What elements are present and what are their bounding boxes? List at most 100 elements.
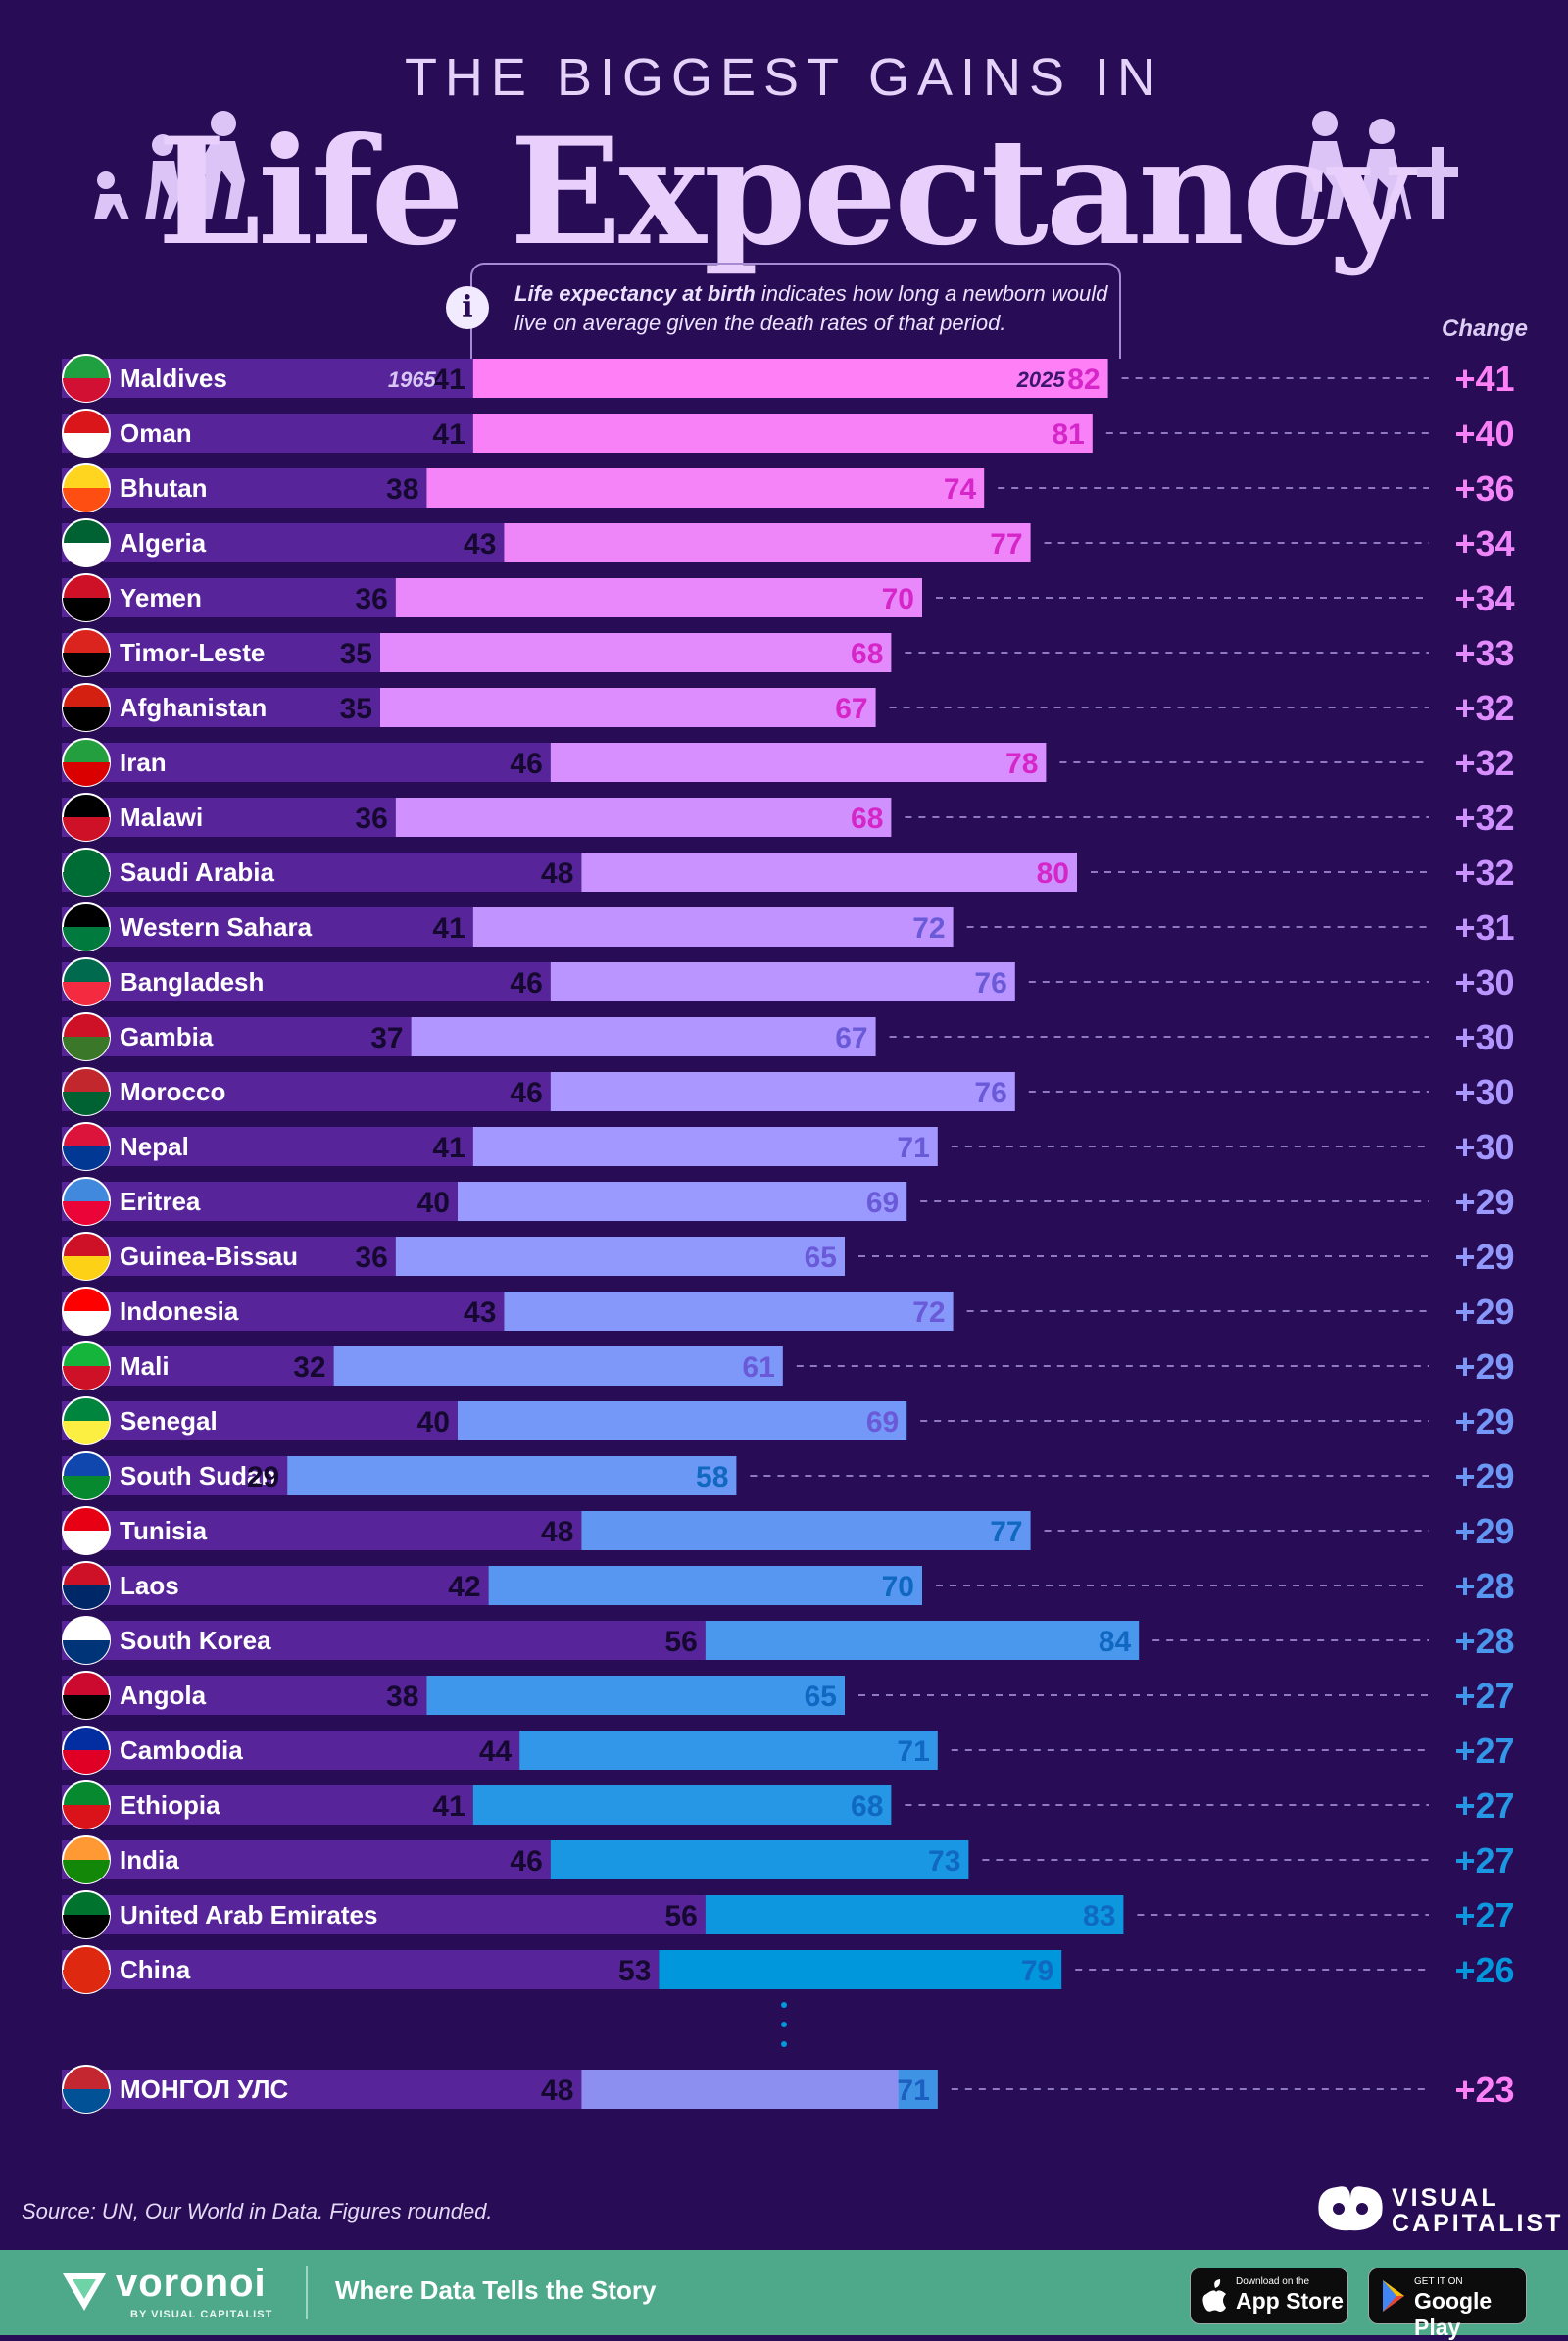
flag-icon-lower <box>63 1256 110 1280</box>
bar-2025 <box>458 1401 907 1440</box>
value-1965-label: 43 <box>464 1296 496 1329</box>
value-2025-label: 76 <box>974 1077 1006 1109</box>
flag-icon-lower <box>63 707 110 731</box>
bar-2025 <box>550 1840 969 1879</box>
bar-2025 <box>550 1072 1015 1111</box>
bar-2025 <box>581 853 1077 892</box>
country-label: МОНГОЛ УЛС <box>120 2074 289 2104</box>
flag-icon-lower <box>63 927 110 951</box>
flag-icon-lower <box>63 1366 110 1390</box>
country-label: India <box>120 1845 179 1875</box>
google-play-button[interactable]: GET IT ON Google Play <box>1368 2268 1527 2340</box>
flag-icon-lower <box>63 1421 110 1444</box>
change-label: +29 <box>1454 1401 1514 1441</box>
app-store-button[interactable]: Download on the App Store <box>1190 2268 1348 2324</box>
value-1965-label: 46 <box>510 967 542 1000</box>
flag-icon-lower <box>63 1092 110 1115</box>
source-note: Source: UN, Our World in Data. Figures r… <box>22 2199 493 2223</box>
value-1965-label: 48 <box>541 1516 573 1548</box>
value-1965-label: 48 <box>541 2074 573 2107</box>
bar-1965 <box>62 359 473 398</box>
change-label: +28 <box>1454 1621 1514 1661</box>
value-2025-label: 80 <box>1037 857 1069 890</box>
value-2025-label: 68 <box>851 638 883 670</box>
change-label: +29 <box>1454 1456 1514 1496</box>
bar-1965 <box>62 743 551 782</box>
change-label: +29 <box>1454 1346 1514 1387</box>
change-label: +40 <box>1454 414 1514 454</box>
bar-1965 <box>62 853 582 892</box>
bar-1965 <box>62 523 505 562</box>
value-2025-label: 61 <box>742 1351 774 1384</box>
bar-1965 <box>62 1731 520 1770</box>
flag-icon-lower <box>63 1311 110 1335</box>
flag-icon-lower <box>63 543 110 566</box>
bar-1965 <box>62 1127 473 1166</box>
country-label: Maldives <box>120 364 227 393</box>
flag-icon-lower <box>63 1860 110 1883</box>
value-1965-label: 43 <box>464 528 496 561</box>
bar-1965 <box>62 1017 412 1056</box>
value-2025-label: 83 <box>1083 1900 1115 1932</box>
value-1965-label: 41 <box>432 418 465 451</box>
bar-2025 <box>411 1017 876 1056</box>
change-label: +23 <box>1454 2070 1514 2110</box>
flag-icon-lower <box>63 1750 110 1774</box>
value-1965-label: 41 <box>432 912 465 945</box>
country-label: Tunisia <box>120 1516 208 1545</box>
bar-2025 <box>395 1237 845 1276</box>
value-2025-label: 82 <box>1067 364 1100 396</box>
bar-1965 <box>62 688 380 727</box>
bar-1965 <box>62 1072 551 1111</box>
country-label: Saudi Arabia <box>120 857 275 887</box>
voronoi-sub: BY VISUAL CAPITALIST <box>130 2309 273 2320</box>
change-label: +32 <box>1454 688 1514 728</box>
info-bold: Life expectancy at birth <box>514 281 756 306</box>
country-label: United Arab Emirates <box>120 1900 377 1929</box>
value-1965-label: 46 <box>510 1845 542 1878</box>
flag-icon-lower <box>63 1037 110 1060</box>
info-icon: i <box>446 286 489 329</box>
country-label: Bangladesh <box>120 967 264 997</box>
value-2025-label: 69 <box>866 1187 899 1219</box>
flag-icon-lower <box>63 598 110 621</box>
country-label: Gambia <box>120 1022 214 1051</box>
value-1965-label: 46 <box>510 1077 542 1109</box>
value-1965-label: 42 <box>448 1571 480 1603</box>
bar-2025-accent <box>898 2070 938 2109</box>
change-label: +34 <box>1454 578 1514 618</box>
bar-1965 <box>62 633 380 672</box>
value-1965-label: 56 <box>664 1900 697 1932</box>
ellipsis-dot <box>781 2041 787 2047</box>
bar-1965 <box>62 1237 396 1276</box>
flag-icon-lower <box>63 653 110 676</box>
flag-icon-lower <box>63 872 110 896</box>
bar-2025 <box>395 578 922 617</box>
vc-line1: VISUAL <box>1392 2184 1499 2212</box>
bar-1965 <box>62 2070 582 2109</box>
value-1965-label: 32 <box>293 1351 325 1384</box>
bar-2025 <box>472 1785 892 1825</box>
value-2025-label: 67 <box>835 1022 867 1054</box>
change-label: +32 <box>1454 798 1514 838</box>
change-label: +30 <box>1454 1072 1514 1112</box>
google-play-icon <box>1383 2280 1404 2312</box>
value-1965-label: 53 <box>618 1955 651 1987</box>
country-label: South Sudan <box>120 1461 276 1490</box>
bar-1965 <box>62 907 473 947</box>
gplay-small: GET IT ON <box>1414 2276 1463 2287</box>
country-label: Oman <box>120 418 192 448</box>
value-2025-label: 70 <box>882 1571 914 1603</box>
flag-icon-lower <box>63 433 110 457</box>
change-label: +29 <box>1454 1292 1514 1332</box>
bar-1965 <box>62 1840 551 1879</box>
value-1965-label: 40 <box>417 1406 450 1439</box>
country-label: Laos <box>120 1571 179 1600</box>
country-label: Senegal <box>120 1406 218 1436</box>
value-2025-label: 68 <box>851 1790 883 1823</box>
value-2025-label: 65 <box>805 1242 837 1274</box>
bar-2025 <box>426 1676 845 1715</box>
value-2025-label: 70 <box>882 583 914 615</box>
flag-icon-lower <box>63 488 110 512</box>
value-1965-label: 36 <box>355 803 387 835</box>
